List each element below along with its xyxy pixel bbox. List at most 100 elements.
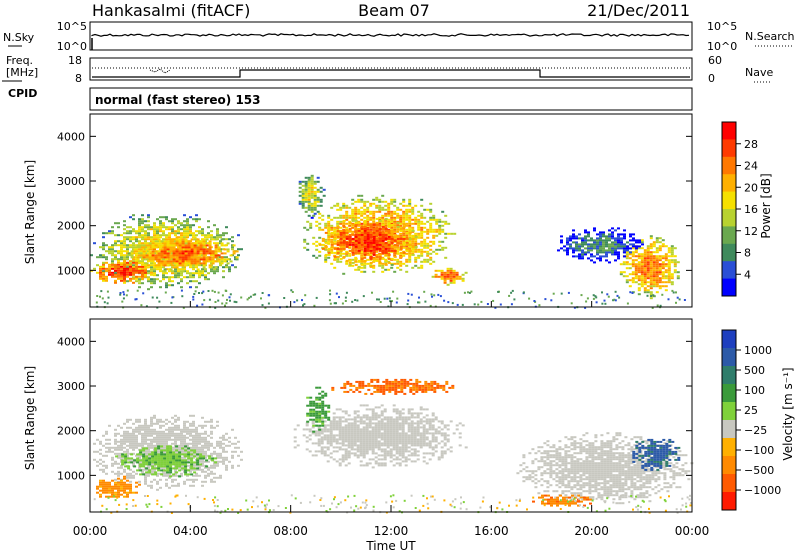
data-cell bbox=[435, 222, 439, 225]
data-cell bbox=[208, 250, 212, 253]
data-cell bbox=[123, 477, 126, 480]
data-cell bbox=[147, 474, 150, 477]
data-cell bbox=[429, 230, 433, 233]
data-cell bbox=[353, 418, 357, 421]
data-cell bbox=[196, 250, 200, 253]
data-cell bbox=[381, 223, 385, 226]
data-cell bbox=[387, 220, 391, 223]
data-cell bbox=[316, 198, 320, 201]
data-cell bbox=[351, 251, 355, 254]
data-cell bbox=[208, 246, 212, 249]
data-cell bbox=[175, 240, 179, 243]
data-cell bbox=[132, 432, 135, 435]
data-cell bbox=[368, 416, 372, 419]
data-cell bbox=[342, 214, 346, 217]
data-cell bbox=[136, 256, 140, 259]
data-cell bbox=[605, 237, 608, 240]
data-cell bbox=[177, 416, 180, 419]
data-cell bbox=[207, 442, 210, 445]
data-cell bbox=[329, 434, 333, 437]
data-cell bbox=[396, 216, 400, 219]
data-cell bbox=[177, 432, 180, 435]
data-cell bbox=[560, 241, 563, 244]
data-cell bbox=[350, 434, 354, 437]
data-cell bbox=[336, 250, 340, 253]
data-cell bbox=[620, 239, 623, 242]
data-cell bbox=[655, 247, 659, 250]
data-cell bbox=[399, 218, 403, 221]
data-cell bbox=[637, 289, 641, 292]
data-cell bbox=[126, 434, 129, 437]
data-cell bbox=[204, 274, 207, 277]
data-cell bbox=[154, 455, 158, 458]
data-cell bbox=[336, 235, 340, 238]
data-cell bbox=[313, 198, 317, 201]
data-cell bbox=[165, 436, 168, 439]
data-cell bbox=[342, 241, 346, 244]
data-cell bbox=[163, 270, 167, 273]
data-cell bbox=[180, 444, 183, 447]
data-cell bbox=[160, 455, 164, 458]
data-cell bbox=[145, 461, 149, 464]
data-cell bbox=[345, 259, 349, 262]
data-cell bbox=[658, 271, 662, 274]
data-cell bbox=[357, 241, 361, 244]
data-cell bbox=[169, 445, 173, 448]
data-cell bbox=[617, 251, 620, 254]
data-cell bbox=[307, 206, 311, 209]
data-cell bbox=[365, 442, 369, 445]
data-cell bbox=[214, 252, 218, 255]
data-cell bbox=[366, 243, 370, 246]
data-cell bbox=[169, 262, 173, 265]
data-cell bbox=[356, 444, 360, 447]
data-cell bbox=[429, 202, 433, 205]
data-cell bbox=[102, 256, 105, 259]
data-cell bbox=[141, 434, 144, 437]
data-cell bbox=[165, 432, 168, 435]
data-cell bbox=[387, 202, 391, 205]
data-cell bbox=[216, 228, 219, 231]
data-cell bbox=[156, 420, 159, 423]
data-cell bbox=[608, 239, 611, 242]
data-cell bbox=[138, 248, 141, 251]
data-cell bbox=[166, 449, 170, 452]
data-cell bbox=[307, 198, 311, 201]
data-cell bbox=[628, 285, 632, 288]
data-cell bbox=[93, 242, 96, 245]
data-cell bbox=[117, 424, 120, 427]
data-cell bbox=[175, 256, 179, 259]
data-cell bbox=[171, 266, 174, 269]
data-cell bbox=[368, 424, 372, 427]
data-cell bbox=[304, 190, 308, 193]
data-cell bbox=[670, 275, 674, 278]
data-cell bbox=[575, 249, 578, 252]
data-cell bbox=[171, 220, 174, 223]
data-cell bbox=[332, 422, 336, 425]
data-cell bbox=[171, 296, 174, 299]
data-cell bbox=[123, 442, 126, 445]
data-cell bbox=[160, 262, 164, 265]
data-cell bbox=[213, 450, 216, 453]
data-cell bbox=[214, 248, 218, 251]
data-cell bbox=[317, 444, 321, 447]
data-cell bbox=[363, 262, 367, 265]
data-cell bbox=[138, 480, 141, 483]
data-cell bbox=[360, 241, 364, 244]
data-cell bbox=[430, 293, 433, 296]
data-cell bbox=[326, 430, 330, 433]
data-cell bbox=[187, 244, 191, 247]
cpid-value: normal (fast stereo) 153 bbox=[95, 93, 261, 107]
data-cell bbox=[165, 422, 168, 425]
data-cell bbox=[593, 247, 596, 250]
data-cell bbox=[625, 281, 629, 284]
data-cell bbox=[136, 459, 140, 462]
data-cell bbox=[626, 247, 629, 250]
data-cell bbox=[156, 228, 159, 231]
data-cell bbox=[223, 258, 227, 261]
data-cell bbox=[184, 459, 188, 462]
data-cell bbox=[634, 269, 638, 272]
data-cell bbox=[664, 281, 668, 284]
data-cell bbox=[135, 269, 138, 272]
data-cell bbox=[323, 438, 327, 441]
data-cell bbox=[411, 253, 415, 256]
